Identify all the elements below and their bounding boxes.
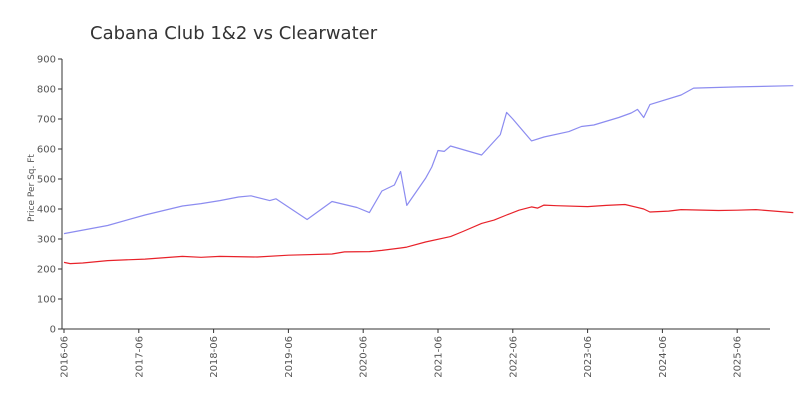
y-tick-label: 700 xyxy=(37,115,56,126)
y-tick-label: 900 xyxy=(37,55,56,66)
x-tick-label: 2020-06 xyxy=(359,336,370,378)
x-tick-label: 2018-06 xyxy=(209,336,220,378)
y-axis-label: Price Per Sq. Ft xyxy=(27,154,37,222)
series-line-1 xyxy=(63,85,794,235)
y-tick-label: 600 xyxy=(37,145,56,156)
chart-title: Cabana Club 1&2 vs Clearwater xyxy=(90,23,378,44)
x-tick-label: 2016-06 xyxy=(60,336,71,378)
y-tick-label: 300 xyxy=(37,235,56,246)
series-line-2 xyxy=(63,203,794,265)
y-axis-ticks: 0 100 200 300 400 500 600 700 800 900 xyxy=(37,55,62,336)
x-tick-label: 2017-06 xyxy=(134,336,145,378)
x-tick-label: 2023-06 xyxy=(583,336,594,378)
x-tick-label: 2025-06 xyxy=(733,336,744,378)
x-tick-label: 2021-06 xyxy=(434,336,445,378)
x-axis-ticks: 2016-06 2017-06 2018-06 2019-06 2020-06 2021-… xyxy=(60,329,744,378)
y-tick-label: 800 xyxy=(37,85,56,96)
x-tick-label: 2022-06 xyxy=(508,336,519,378)
y-tick-label: 200 xyxy=(37,265,56,276)
y-tick-label: 0 xyxy=(50,325,56,336)
x-tick-label: 2019-06 xyxy=(284,336,295,378)
y-tick-label: 500 xyxy=(37,175,56,186)
x-tick-label: 2024-06 xyxy=(658,336,669,378)
y-tick-label: 100 xyxy=(37,295,56,306)
series-layer xyxy=(63,85,794,265)
y-tick-label: 400 xyxy=(37,205,56,216)
